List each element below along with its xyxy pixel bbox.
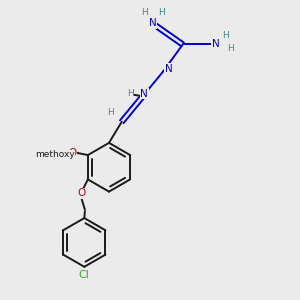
Text: N: N [149, 18, 157, 28]
Text: H: H [158, 8, 165, 17]
Text: H: H [222, 31, 229, 40]
Text: N: N [140, 88, 148, 98]
Text: O: O [78, 188, 86, 198]
Text: O: O [68, 148, 76, 158]
Text: N: N [212, 39, 219, 49]
Text: methoxy: methoxy [35, 150, 75, 159]
Text: H: H [227, 44, 234, 53]
Text: N: N [165, 64, 172, 74]
Text: H: H [107, 108, 114, 117]
Text: Cl: Cl [79, 270, 90, 280]
Text: H: H [127, 89, 134, 98]
Text: H: H [141, 8, 147, 17]
